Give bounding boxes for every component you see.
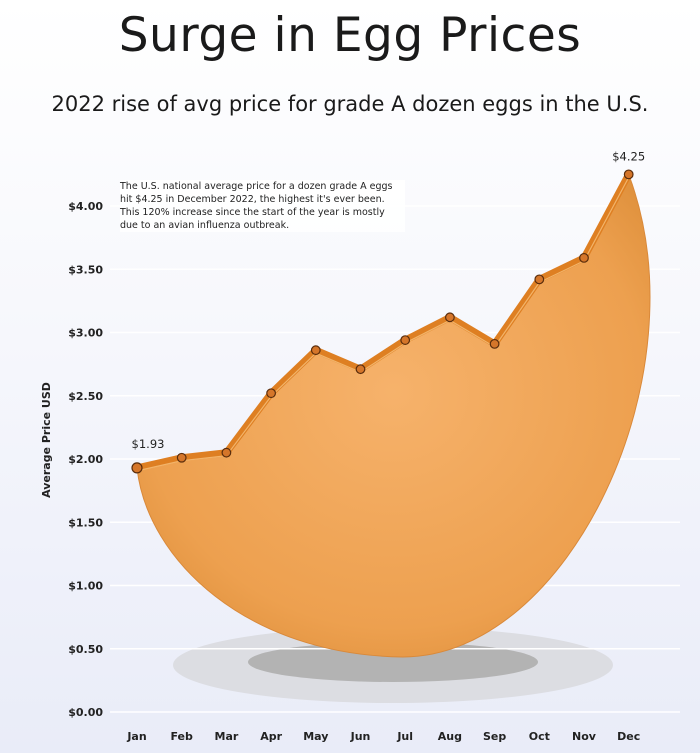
y-tick-label: $2.50 [68,390,103,403]
data-point-dec [623,169,634,180]
data-label-dec: $4.25 [612,149,645,163]
chart-annotation: The U.S. national average price for a do… [120,180,405,232]
y-tick-label: $1.00 [68,580,103,593]
x-tick-label: Nov [572,730,597,743]
data-point-may [310,345,321,356]
price-area [136,173,651,658]
x-tick-label: Jun [350,730,371,743]
x-tick-label: Feb [170,730,193,743]
y-axis-label: Average Price USD [40,382,53,498]
data-point-jan [131,462,143,474]
price-line-highlight [136,177,630,472]
x-tick-label: Mar [215,730,239,743]
x-tick-label: Aug [438,730,462,743]
data-point-feb [176,452,187,463]
chart-subtitle: 2022 rise of avg price for grade A dozen… [51,92,649,116]
y-tick-label: $2.00 [68,453,103,466]
x-tick-label: Apr [260,730,282,743]
data-point-apr [266,388,277,399]
y-tick-label: $0.00 [68,706,103,719]
chart-title: Surge in Egg Prices [118,8,582,63]
y-tick-label: $3.50 [68,263,103,276]
y-tick-label: $4.00 [68,200,103,213]
data-point-jun [355,364,366,375]
data-point-oct [534,274,545,285]
data-label-jan: $1.93 [132,437,165,451]
data-point-nov [579,252,589,263]
data-point-aug [445,312,455,323]
y-tick-label: $3.00 [68,327,103,340]
x-tick-label: Jul [396,730,413,743]
data-point-jul [400,335,411,345]
x-tick-label: Sep [483,730,506,743]
y-tick-label: $0.50 [68,643,103,656]
x-tick-label: May [303,730,328,743]
data-point-sep [489,338,500,349]
bowl-shadow-inner [248,642,538,682]
x-tick-label: Dec [617,730,640,743]
x-tick-label: Jan [126,730,146,743]
y-tick-label: $1.50 [68,516,103,529]
price-line [136,172,632,472]
x-tick-label: Oct [529,730,550,743]
data-point-mar [221,447,232,458]
